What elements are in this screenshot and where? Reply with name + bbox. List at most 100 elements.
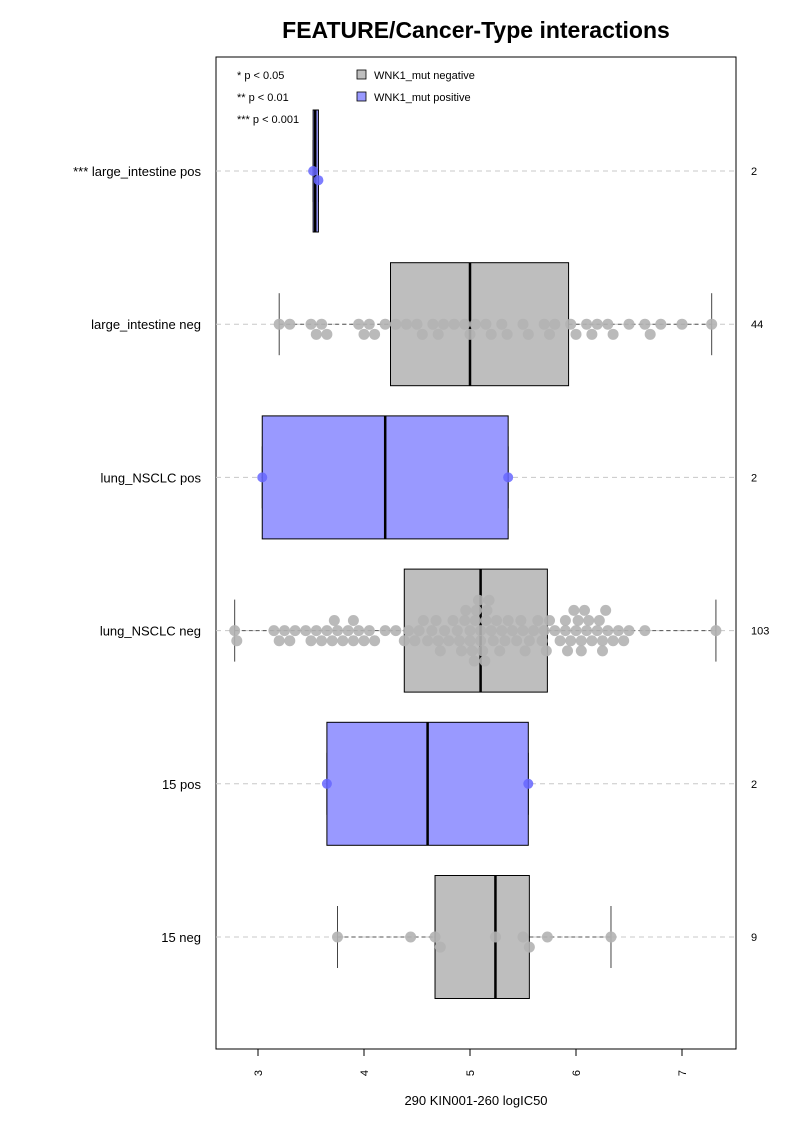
data-point xyxy=(321,778,332,789)
group-labels: *** large_intestine pos large_intestine n… xyxy=(73,164,201,945)
data-point xyxy=(432,635,444,647)
data-point xyxy=(430,614,442,626)
data-point xyxy=(390,625,402,637)
data-point xyxy=(464,625,476,637)
data-point xyxy=(229,625,241,637)
data-point xyxy=(439,625,451,637)
data-point xyxy=(583,614,595,626)
data-point xyxy=(313,175,324,186)
data-point xyxy=(480,318,492,330)
data-point xyxy=(459,614,471,626)
data-point xyxy=(623,625,635,637)
data-point xyxy=(559,625,571,637)
data-point xyxy=(644,328,656,340)
data-point xyxy=(554,635,566,647)
legend-sig-3: *** p < 0.001 xyxy=(237,114,299,126)
group-count: 9 xyxy=(751,932,757,944)
data-point xyxy=(438,318,449,330)
data-point xyxy=(581,625,593,637)
data-point xyxy=(456,645,468,657)
group-count: 2 xyxy=(751,166,757,178)
data-point xyxy=(581,318,593,330)
data-point xyxy=(300,625,312,637)
data-point xyxy=(305,635,317,647)
data-point xyxy=(451,625,463,637)
data-point xyxy=(481,604,493,616)
data-point xyxy=(398,635,410,647)
data-point xyxy=(575,645,587,657)
data-point xyxy=(568,604,580,616)
data-point xyxy=(332,931,343,943)
data-point xyxy=(460,604,472,616)
x-tick-label: 5 xyxy=(465,1070,477,1076)
legend-label-negative: WNK1_mut negative xyxy=(374,70,475,82)
group-counts: 2 44 2 103 2 9 xyxy=(751,166,769,944)
data-point xyxy=(470,604,482,616)
data-point xyxy=(342,625,354,637)
data-point xyxy=(522,328,534,340)
data-point xyxy=(321,625,333,637)
data-point xyxy=(496,318,508,330)
data-point xyxy=(591,625,603,637)
data-point xyxy=(326,635,338,647)
data-point xyxy=(536,635,548,647)
group-count: 2 xyxy=(751,779,757,791)
data-point xyxy=(549,625,561,637)
data-point xyxy=(231,635,243,647)
data-point xyxy=(268,625,280,637)
box xyxy=(434,875,530,999)
legend-label-positive: WNK1_mut positive xyxy=(374,92,471,104)
data-point xyxy=(502,614,514,626)
data-point xyxy=(578,604,590,616)
data-point xyxy=(523,778,534,789)
data-point xyxy=(593,614,605,626)
data-point xyxy=(602,318,614,330)
legend: * p < 0.05 ** p < 0.01 *** p < 0.001 WNK… xyxy=(237,69,475,126)
data-point xyxy=(544,328,555,340)
data-point xyxy=(273,635,285,647)
data-point xyxy=(489,931,501,943)
data-point xyxy=(432,328,444,340)
data-point xyxy=(586,328,598,340)
data-point xyxy=(426,625,438,637)
data-point xyxy=(517,931,529,943)
data-point xyxy=(600,604,612,616)
data-point xyxy=(519,645,531,657)
data-point xyxy=(602,625,614,637)
x-axis-label: 290 KIN001-260 logIC50 xyxy=(404,1093,547,1108)
data-point xyxy=(332,625,343,637)
data-point xyxy=(417,614,429,626)
data-point xyxy=(496,625,508,637)
data-point xyxy=(506,625,518,637)
data-point xyxy=(353,318,365,330)
data-point xyxy=(591,318,603,330)
data-point xyxy=(347,635,359,647)
group-label: *** large_intestine pos xyxy=(73,164,201,179)
data-point xyxy=(549,318,561,330)
data-point xyxy=(480,614,492,626)
chart-title: FEATURE/Cancer-Type interactions xyxy=(282,17,670,43)
data-point xyxy=(411,318,423,330)
data-point xyxy=(607,328,619,340)
data-point xyxy=(565,318,577,330)
data-point xyxy=(511,635,523,647)
data-point xyxy=(409,635,421,647)
data-point xyxy=(289,625,301,637)
data-point xyxy=(562,645,574,657)
data-point xyxy=(363,625,375,637)
data-point xyxy=(443,635,455,647)
data-point xyxy=(572,614,584,626)
data-point xyxy=(279,625,290,637)
data-point xyxy=(469,318,481,330)
data-point xyxy=(710,625,722,637)
data-point xyxy=(479,655,491,667)
group-count: 44 xyxy=(751,319,763,331)
group-label: 15 pos xyxy=(162,777,202,792)
data-point xyxy=(544,614,555,626)
group-label: large_intestine neg xyxy=(91,317,201,332)
data-point xyxy=(639,318,651,330)
data-point xyxy=(403,625,415,637)
data-point xyxy=(284,318,296,330)
data-point xyxy=(429,931,441,943)
